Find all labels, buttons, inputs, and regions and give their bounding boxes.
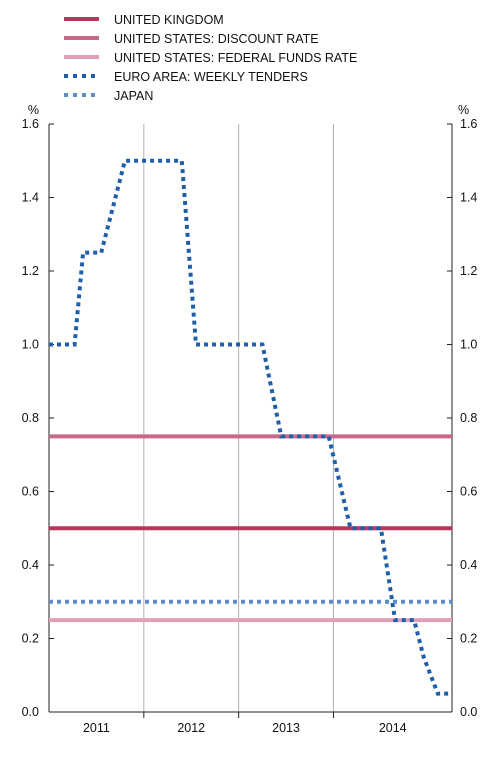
y-tick-label-right: 1.2 <box>460 264 477 278</box>
y-tick-label-left: 0.0 <box>22 705 39 719</box>
y-tick-label-left: 1.0 <box>22 338 39 352</box>
legend-label: UNITED KINGDOM <box>114 13 224 27</box>
y-tick-label-right: 0.4 <box>460 558 477 572</box>
legend-label: JAPAN <box>114 89 153 103</box>
y-tick-label-right: 0.6 <box>460 485 477 499</box>
legend: UNITED KINGDOM UNITED STATES: DISCOUNT RA… <box>64 13 357 103</box>
y-tick-label-right: 0.2 <box>460 632 477 646</box>
legend-label: UNITED STATES: DISCOUNT RATE <box>114 32 319 46</box>
y-tick-label-right: 0.8 <box>460 411 477 425</box>
y-tick-label-left: 0.4 <box>22 558 39 572</box>
y-tick-label-left: 1.6 <box>22 117 39 131</box>
legend-label: UNITED STATES: FEDERAL FUNDS RATE <box>114 51 357 65</box>
plot-area: 0.0 0.0 0.2 0.2 0.4 0.4 0.6 0.6 0.8 0.8 1.0 1.0 1.2 1… <box>22 117 478 735</box>
y-tick-label-left: 0.6 <box>22 485 39 499</box>
legend-label: EURO AREA: WEEKLY TENDERS <box>114 70 308 84</box>
series-line-4 <box>49 158 452 696</box>
x-tick-label: 2012 <box>177 721 205 735</box>
y-tick-label-right: 1.0 <box>460 338 477 352</box>
y-tick-label-right: 1.4 <box>460 191 477 205</box>
y-tick-label-left: 1.4 <box>22 191 39 205</box>
y-tick-label-left: 0.2 <box>22 632 39 646</box>
y-tick-label-right: 1.6 <box>460 117 477 131</box>
y-tick-label-right: 0.0 <box>460 705 477 719</box>
y-tick-label-left: 1.2 <box>22 264 39 278</box>
y-unit-right: % <box>458 103 469 117</box>
x-tick-label: 2011 <box>83 721 110 735</box>
y-tick-label-left: 0.8 <box>22 411 39 425</box>
x-tick-label: 2014 <box>379 721 407 735</box>
y-unit-left: % <box>28 103 39 117</box>
x-tick-label: 2013 <box>272 721 300 735</box>
